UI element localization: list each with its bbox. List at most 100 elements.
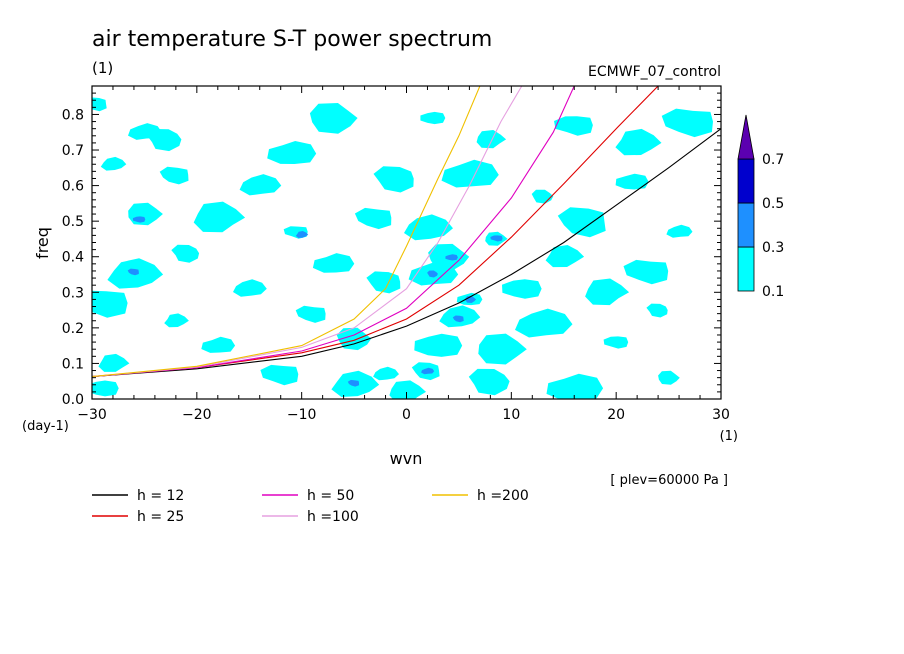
contour-patch [201,336,236,353]
contour-patch [545,245,585,268]
contour-patch [557,207,606,238]
x-axis-label: wvn [390,449,423,468]
contour-patch [554,116,593,136]
y-units-label: (day-1) [22,419,69,434]
y-tick-label: 0.0 [62,392,84,408]
contour-patch [502,279,542,299]
dispersion-curves [92,86,721,378]
x-tick-label: −10 [287,407,317,423]
contour-patch [615,128,662,156]
legend: h = 12 h = 25 h = 50 h =100 h =200 [92,488,529,525]
chart-title: air temperature S-T power spectrum [92,27,492,52]
contour-patch [164,313,189,328]
contour-patch [312,253,355,273]
x-units-label: (1) [720,429,738,444]
contour-patch [585,278,630,306]
x-axis: −30 −20 −10 0 10 20 30 [77,86,730,423]
curve-line [92,86,523,378]
contour-patch [615,173,649,190]
contour-patch [171,244,200,263]
dataset-label: ECMWF_07_control [588,64,721,80]
contour-patch [414,333,463,357]
curve-line [92,128,721,378]
contour-patch [193,201,246,233]
contour-patch [623,259,669,285]
contour-patch [515,308,573,338]
contour-patch [147,129,182,152]
contour-patch [92,380,119,397]
contour-patch [354,207,392,230]
contour-patch [646,303,668,318]
contour-patch [389,380,426,399]
legend-label: h =100 [307,509,359,525]
contour-patch [476,130,507,149]
contour-patch [478,333,527,365]
contour-patch [373,366,399,381]
colorbar-segment [737,202,755,248]
x-tick-label: −30 [77,407,107,423]
colorbar-segment [737,246,755,292]
y-tick-label: 0.3 [62,285,84,301]
contour-patch [452,315,464,323]
y-tick-label: 0.8 [62,107,84,123]
legend-label: h = 12 [137,488,184,504]
contour-patch [347,379,359,387]
contour-patch [260,364,299,386]
contour-patch [421,367,435,375]
y-axis-label: freq [33,227,52,259]
contour-patch [546,373,604,399]
x-tick-label: 10 [502,407,520,423]
contour-patch [98,353,130,372]
y-tick-label: 0.4 [62,250,84,266]
colorbar-label: 0.5 [762,196,784,212]
contour-patch [295,231,309,238]
legend-label: h = 25 [137,509,184,525]
colorbar-label: 0.1 [762,284,784,300]
contour-patch [490,235,503,242]
contour-patch [92,290,128,318]
contour-patch [159,166,189,185]
legend-label: h =200 [477,488,529,504]
curve-line [92,86,481,378]
x-tick-label: 0 [402,407,411,423]
y-tick-label: 0.2 [62,321,84,337]
contour-patch [603,336,629,349]
contour-patch [336,327,372,351]
contour-patch [420,111,446,125]
contour-patch [239,174,282,196]
contour-patch [92,97,107,112]
contour-patch [309,103,358,134]
contour-patch [267,141,317,164]
x-tick-label: 30 [712,407,730,423]
contour-patch [468,368,510,396]
contour-patch [666,224,693,238]
y-tick-label: 0.5 [62,214,84,230]
contour-patch [100,156,127,171]
y-tick-label: 0.6 [62,179,84,195]
contour-patch [658,370,680,385]
x-tick-label: 20 [607,407,625,423]
curve-line [92,86,659,378]
legend-label: h = 50 [307,488,354,504]
y-axis: 0.0 0.1 0.2 0.3 0.4 0.5 0.6 0.7 0.8 [62,85,721,408]
contour-patch [373,166,414,193]
y-tick-label: 0.1 [62,356,84,372]
colorbar-label: 0.7 [762,152,784,168]
contour-patch [404,214,453,241]
x-tick-label: −20 [182,407,212,423]
y-tick-label: 0.7 [62,143,84,159]
level-label: [ plev=60000 Pa ] [610,473,728,488]
colorbar-segment [737,158,755,204]
contour-patch [295,305,326,323]
contour-fill-layer [92,97,713,399]
contour-patch [445,254,458,261]
contour-patch [427,270,438,278]
contour-patch [132,216,146,223]
colorbar-label: 0.3 [762,240,784,256]
colorbar-extend-arrow [737,114,755,160]
contour-patch [127,268,139,276]
colorbar: 0.1 0.3 0.5 0.7 [737,114,784,300]
contour-patch [441,159,499,188]
curve-line [92,86,575,378]
